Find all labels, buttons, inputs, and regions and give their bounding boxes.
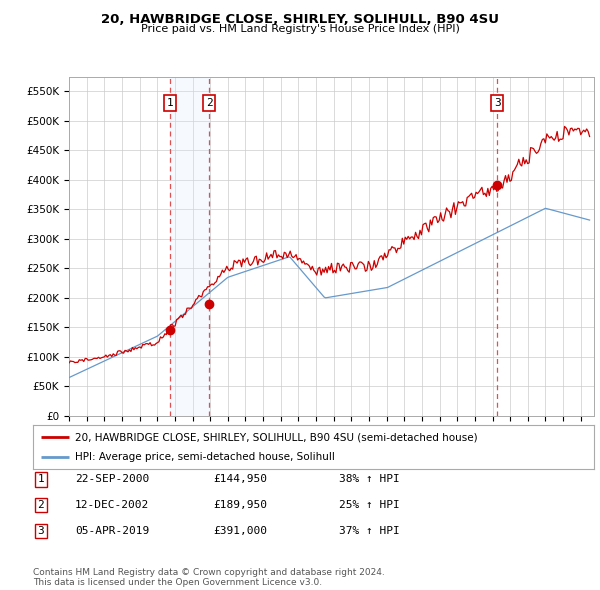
Text: £144,950: £144,950: [213, 474, 267, 484]
Text: 2: 2: [206, 99, 212, 108]
Text: 22-SEP-2000: 22-SEP-2000: [75, 474, 149, 484]
Text: 2: 2: [37, 500, 44, 510]
Text: £189,950: £189,950: [213, 500, 267, 510]
Text: 3: 3: [494, 99, 500, 108]
Text: 37% ↑ HPI: 37% ↑ HPI: [339, 526, 400, 536]
Text: 3: 3: [37, 526, 44, 536]
Text: HPI: Average price, semi-detached house, Solihull: HPI: Average price, semi-detached house,…: [75, 452, 335, 461]
Text: 20, HAWBRIDGE CLOSE, SHIRLEY, SOLIHULL, B90 4SU (semi-detached house): 20, HAWBRIDGE CLOSE, SHIRLEY, SOLIHULL, …: [75, 432, 478, 442]
Text: 1: 1: [37, 474, 44, 484]
Text: Price paid vs. HM Land Registry's House Price Index (HPI): Price paid vs. HM Land Registry's House …: [140, 24, 460, 34]
Text: Contains HM Land Registry data © Crown copyright and database right 2024.: Contains HM Land Registry data © Crown c…: [33, 568, 385, 577]
Text: 12-DEC-2002: 12-DEC-2002: [75, 500, 149, 510]
Bar: [170, 77, 209, 416]
Text: £391,000: £391,000: [213, 526, 267, 536]
Text: 38% ↑ HPI: 38% ↑ HPI: [339, 474, 400, 484]
Text: 25% ↑ HPI: 25% ↑ HPI: [339, 500, 400, 510]
Text: 1: 1: [167, 99, 173, 108]
Text: 20, HAWBRIDGE CLOSE, SHIRLEY, SOLIHULL, B90 4SU: 20, HAWBRIDGE CLOSE, SHIRLEY, SOLIHULL, …: [101, 13, 499, 26]
Text: 05-APR-2019: 05-APR-2019: [75, 526, 149, 536]
Text: This data is licensed under the Open Government Licence v3.0.: This data is licensed under the Open Gov…: [33, 578, 322, 587]
